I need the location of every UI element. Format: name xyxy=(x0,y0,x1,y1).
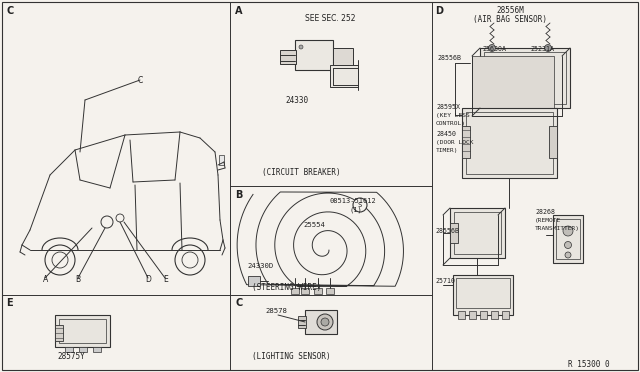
Bar xyxy=(469,311,476,319)
Text: A: A xyxy=(43,275,48,284)
Text: 28595X: 28595X xyxy=(436,104,460,110)
Text: (AIR BAG SENSOR): (AIR BAG SENSOR) xyxy=(473,15,547,24)
Bar xyxy=(484,52,566,104)
Text: (DOOR LOCK: (DOOR LOCK xyxy=(436,140,474,145)
Text: E: E xyxy=(6,298,13,308)
Bar xyxy=(456,278,510,308)
Bar xyxy=(466,112,553,174)
Circle shape xyxy=(488,45,495,51)
Text: (CIRCUIT BREAKER): (CIRCUIT BREAKER) xyxy=(262,168,340,177)
Circle shape xyxy=(299,45,303,49)
Text: 28450: 28450 xyxy=(436,131,456,137)
Bar xyxy=(280,50,296,64)
Text: (1): (1) xyxy=(350,206,363,212)
Text: C: C xyxy=(235,298,243,308)
Text: (STEERING WIRE): (STEERING WIRE) xyxy=(252,283,321,292)
Bar xyxy=(59,319,106,343)
Text: 28556M: 28556M xyxy=(496,6,524,15)
Bar xyxy=(556,219,580,259)
Bar xyxy=(462,108,557,178)
Bar xyxy=(219,155,224,165)
Circle shape xyxy=(563,226,573,236)
Text: A: A xyxy=(235,6,243,16)
Bar xyxy=(65,347,73,352)
Bar xyxy=(298,316,306,328)
Bar xyxy=(55,315,110,347)
Text: SEE SEC. 252: SEE SEC. 252 xyxy=(305,14,355,23)
Text: (LIGHTING SENSOR): (LIGHTING SENSOR) xyxy=(252,352,331,361)
Bar xyxy=(480,48,570,108)
Bar xyxy=(553,215,583,263)
Text: 28268: 28268 xyxy=(535,209,555,215)
Text: E: E xyxy=(163,275,168,284)
Text: 25630A: 25630A xyxy=(482,46,506,52)
Text: S: S xyxy=(358,202,362,208)
Text: 08513-51612: 08513-51612 xyxy=(330,198,377,204)
Circle shape xyxy=(545,45,552,51)
Bar xyxy=(305,310,337,334)
Text: 28556B: 28556B xyxy=(435,228,459,234)
Circle shape xyxy=(317,314,333,330)
Text: 24330: 24330 xyxy=(285,96,308,105)
Bar xyxy=(454,212,501,254)
Text: B: B xyxy=(235,190,243,200)
Bar xyxy=(248,276,260,286)
Text: CONTROL): CONTROL) xyxy=(436,121,466,126)
Text: (KEY LESS: (KEY LESS xyxy=(436,113,470,118)
Circle shape xyxy=(564,241,572,248)
Text: R 15300 0: R 15300 0 xyxy=(568,360,610,369)
Circle shape xyxy=(321,318,329,326)
Text: 28578: 28578 xyxy=(265,308,287,314)
Bar xyxy=(450,208,505,258)
Text: C: C xyxy=(6,6,13,16)
Bar xyxy=(491,311,498,319)
Bar xyxy=(314,288,322,294)
Bar xyxy=(301,288,309,294)
Circle shape xyxy=(565,252,571,258)
Bar xyxy=(291,288,299,294)
Text: 28556B: 28556B xyxy=(437,55,461,61)
Bar xyxy=(333,48,353,66)
Bar xyxy=(326,288,334,294)
Text: TRANSMITTER): TRANSMITTER) xyxy=(535,226,580,231)
Bar xyxy=(93,347,101,352)
Text: 24330D: 24330D xyxy=(247,263,273,269)
Bar xyxy=(79,347,87,352)
Bar xyxy=(480,311,487,319)
Text: D: D xyxy=(435,6,443,16)
Bar xyxy=(453,275,513,315)
Text: B: B xyxy=(75,275,80,284)
Bar xyxy=(549,126,557,158)
Text: TIMER): TIMER) xyxy=(436,148,458,153)
Text: 28575Y: 28575Y xyxy=(57,352,84,361)
Bar xyxy=(450,223,458,243)
Bar xyxy=(55,325,63,341)
Text: C: C xyxy=(138,76,143,85)
Bar xyxy=(472,56,554,116)
Text: 25710: 25710 xyxy=(435,278,455,284)
Text: 25231A: 25231A xyxy=(530,46,554,52)
Circle shape xyxy=(353,198,367,212)
Text: (REMOTE: (REMOTE xyxy=(535,218,561,223)
Bar xyxy=(502,311,509,319)
Text: 25554: 25554 xyxy=(303,222,325,228)
Bar xyxy=(462,126,470,158)
Bar xyxy=(330,65,358,87)
Bar xyxy=(458,311,465,319)
Text: D: D xyxy=(145,275,151,284)
Bar xyxy=(295,40,333,70)
